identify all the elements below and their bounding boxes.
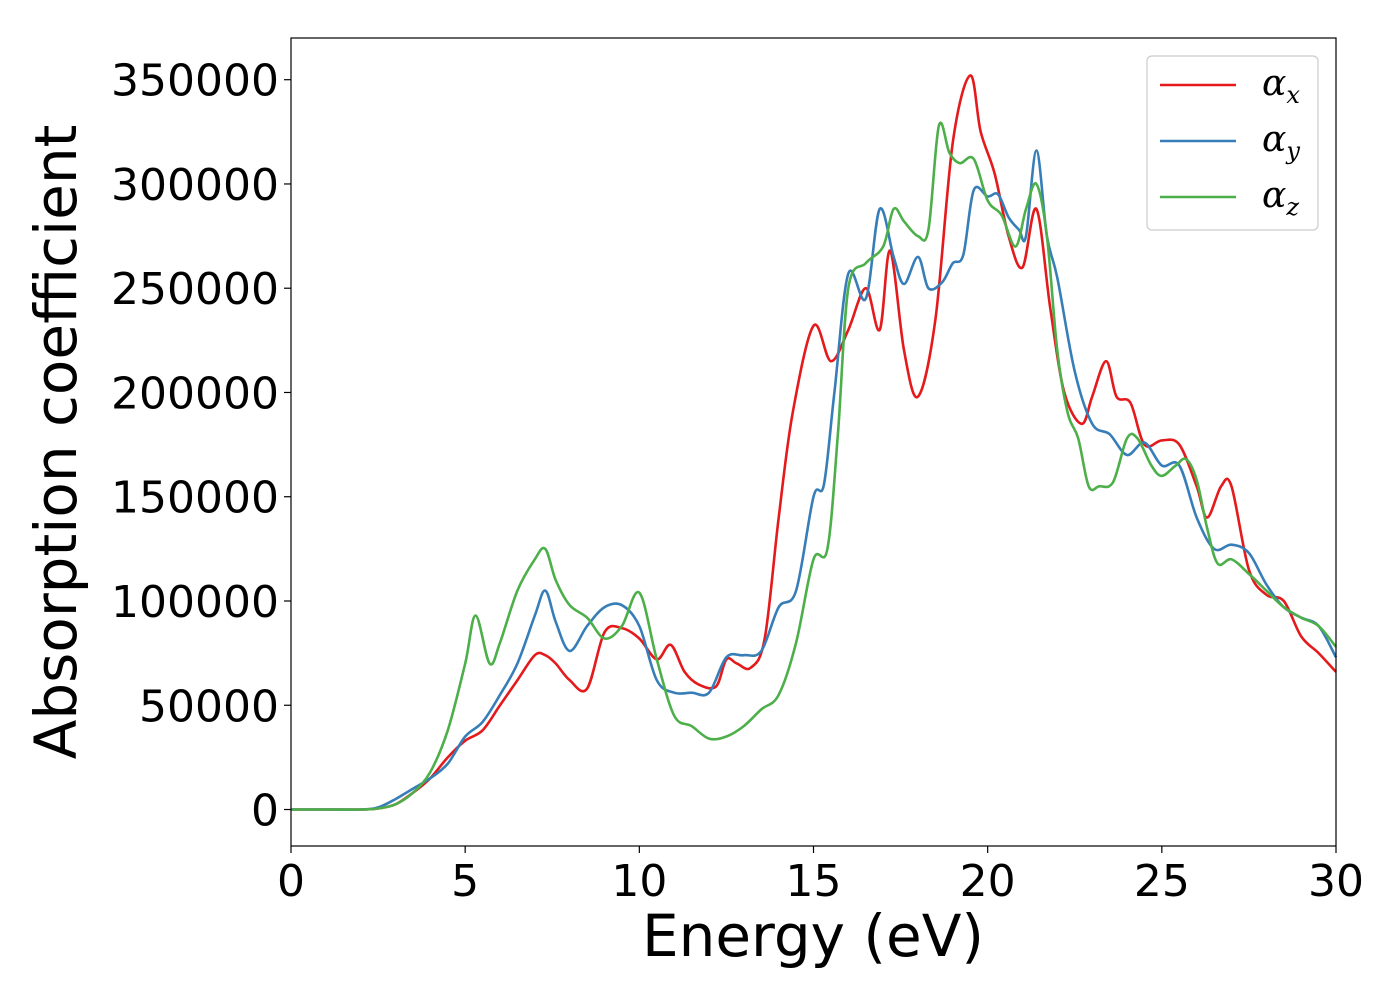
y-tick-label: 350000: [111, 56, 279, 107]
y-tick-label: 150000: [111, 473, 279, 524]
y-tick-label: 50000: [139, 681, 279, 732]
legend-box: [1146, 55, 1319, 231]
series-line-z: [291, 121, 1338, 811]
legend-label-y: αy: [1262, 119, 1300, 165]
legend: αx αy αz: [1146, 55, 1319, 231]
x-tick-label: 30: [1308, 856, 1364, 907]
y-tick-label: 250000: [111, 264, 279, 315]
x-tick-label: 5: [451, 856, 479, 907]
x-tick-label: 0: [277, 856, 305, 907]
x-tick-label: 20: [960, 856, 1016, 907]
y-axis: 0 50000 100000 150000 200000 250000 300000 3500…: [111, 56, 291, 837]
x-tick-label: 15: [786, 856, 842, 907]
x-tick-label: 10: [611, 856, 667, 907]
x-axis: 0 5 10 15 20 25 30: [277, 846, 1364, 907]
y-tick-label: 200000: [111, 368, 279, 419]
x-tick-label: 25: [1134, 856, 1190, 907]
y-tick-label: 0: [251, 786, 279, 837]
y-tick-label: 300000: [111, 160, 279, 211]
legend-label-x: αx: [1262, 63, 1300, 109]
y-tick-label: 100000: [111, 577, 279, 628]
y-axis-title: Absorption coefficient: [22, 125, 90, 760]
series-layer: [291, 74, 1338, 811]
legend-label-z: αz: [1262, 175, 1299, 221]
x-axis-title: Energy (eV): [642, 902, 984, 970]
